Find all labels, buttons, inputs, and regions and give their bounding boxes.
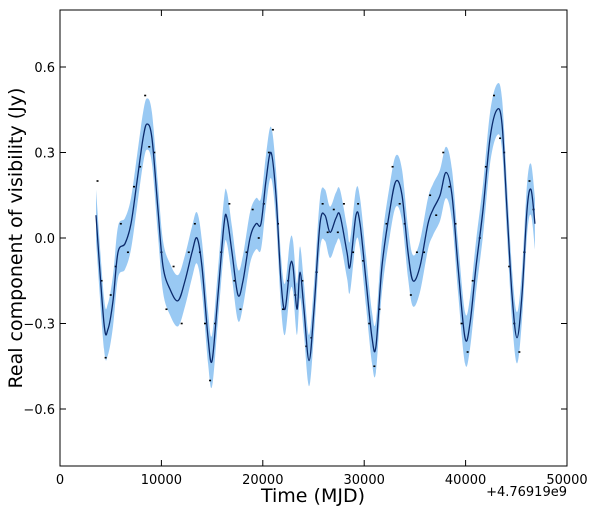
data-point <box>271 128 274 131</box>
data-point <box>357 203 360 205</box>
y-tick-label: −0.3 <box>23 318 55 333</box>
data-point <box>251 208 254 211</box>
data-point <box>119 222 122 225</box>
data-point <box>133 185 136 188</box>
data-point <box>484 165 487 168</box>
data-point <box>153 151 156 154</box>
data-point <box>165 308 168 311</box>
data-point <box>336 231 339 234</box>
data-point <box>96 180 99 182</box>
data-point <box>301 279 304 282</box>
y-axis-label: Real component of visibility (Jy) <box>5 88 27 389</box>
plot-frame <box>59 9 568 467</box>
mean-line <box>95 107 536 363</box>
x-tick-label: 40000 <box>445 473 486 488</box>
data-point <box>126 251 129 254</box>
data-point <box>193 222 196 225</box>
data-point <box>409 294 412 296</box>
data-point <box>204 322 207 325</box>
data-point <box>209 379 212 382</box>
data-point <box>352 251 355 254</box>
data-point <box>180 322 183 325</box>
y-tick-label: −0.6 <box>23 403 55 418</box>
data-point <box>499 137 502 140</box>
x-tick-label: 0 <box>56 473 64 488</box>
data-point <box>435 214 438 216</box>
data-point <box>321 203 324 205</box>
data-point <box>442 151 445 154</box>
data-point <box>239 308 242 311</box>
x-tick-label: 10000 <box>141 473 182 488</box>
x-tick-label: 50000 <box>546 473 587 488</box>
data-point <box>139 165 142 168</box>
data-point <box>391 165 394 168</box>
x-tick-label: 30000 <box>344 473 385 488</box>
data-point <box>332 208 335 211</box>
data-point <box>233 279 236 282</box>
data-point <box>454 222 457 225</box>
data-point <box>342 203 345 205</box>
data-point <box>385 222 388 225</box>
data-point <box>148 146 151 148</box>
data-point <box>492 94 495 97</box>
data-point <box>245 251 248 254</box>
data-point <box>267 151 270 154</box>
data-point <box>362 260 365 262</box>
y-tick-label: 0.0 <box>34 232 55 247</box>
data-point <box>368 322 371 325</box>
x-axis-label: Time (MJD) <box>260 485 365 507</box>
data-point <box>144 94 147 97</box>
data-point <box>460 322 463 325</box>
data-point <box>373 365 376 368</box>
y-tick-label: 0.6 <box>34 61 55 76</box>
data-point <box>508 265 511 268</box>
data-point <box>423 251 426 254</box>
confidence-band <box>95 82 535 389</box>
data-point <box>100 279 103 282</box>
data-point <box>282 308 285 311</box>
x-tick-label: 20000 <box>242 473 283 488</box>
y-tick-label: 0.3 <box>34 147 55 162</box>
data-point <box>104 356 107 359</box>
data-point <box>429 194 432 197</box>
data-point <box>172 265 175 268</box>
data-point <box>448 185 451 188</box>
data-point <box>187 251 190 254</box>
data-point <box>326 231 329 234</box>
data-point <box>398 203 401 205</box>
data-point <box>466 351 469 353</box>
data-point <box>518 351 521 353</box>
data-point <box>415 251 418 254</box>
data-point <box>471 279 474 282</box>
data-point <box>109 294 112 296</box>
data-point <box>228 203 231 205</box>
x-offset-text: +4.76919e9 <box>486 485 567 500</box>
data-point <box>257 237 260 239</box>
data-point <box>528 180 531 182</box>
